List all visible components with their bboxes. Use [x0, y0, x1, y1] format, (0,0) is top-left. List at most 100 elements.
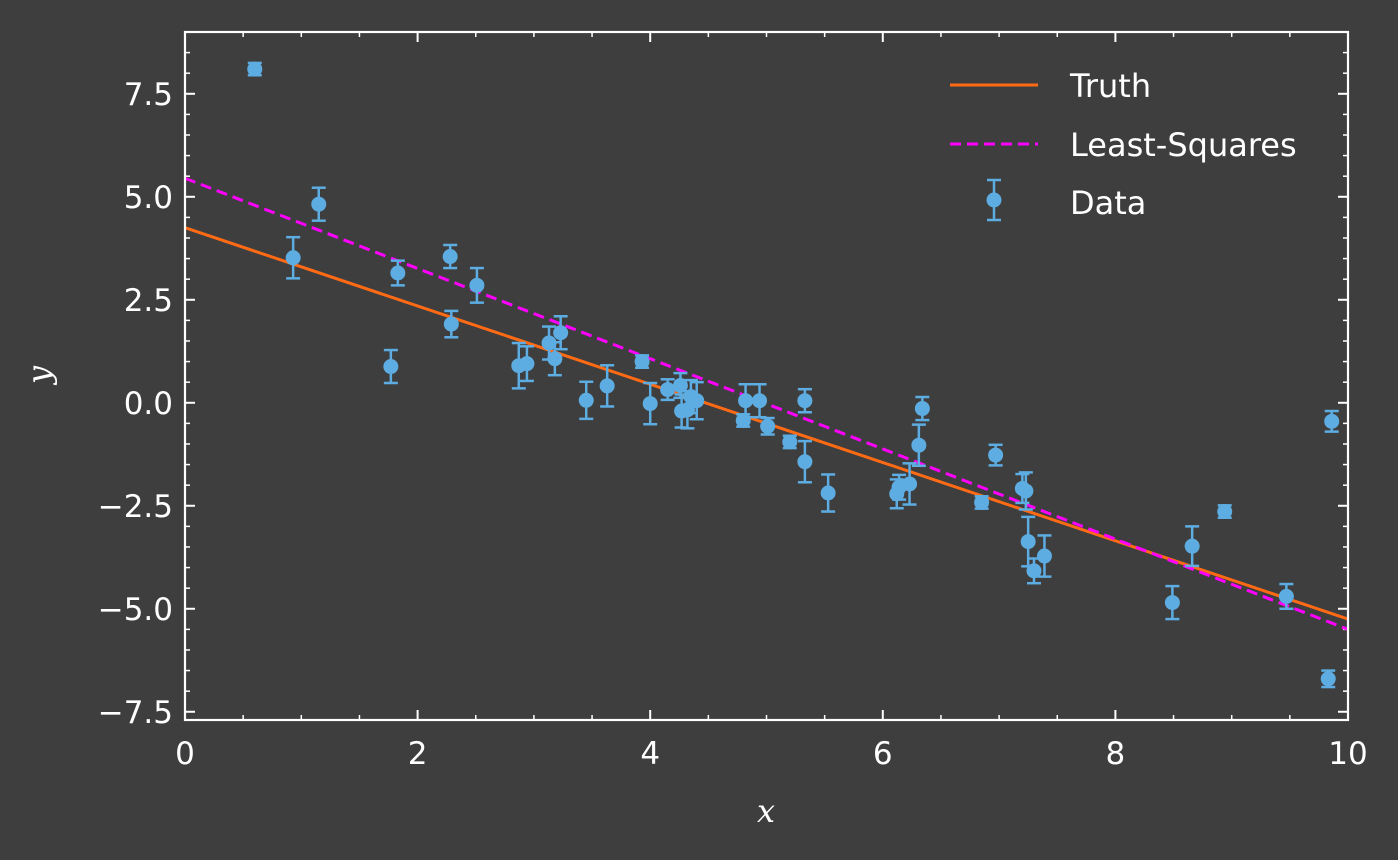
data-point: [974, 494, 990, 510]
data-point: [660, 378, 676, 402]
data-marker: [820, 485, 836, 501]
data-marker: [311, 196, 327, 212]
data-point: [1324, 409, 1340, 433]
tick-labels: 0 2 4 6 8 10 −7.5 −5.0 −2.5 0.0 2.5 5.0 7.5: [98, 77, 1368, 772]
data-marker: [1036, 548, 1052, 564]
data-point: [1036, 534, 1052, 578]
plot-area: [184, 61, 1349, 689]
legend-least-squares-label: Least-Squares: [1070, 126, 1297, 164]
data-point: [519, 345, 535, 383]
data-marker: [1217, 504, 1233, 520]
data-point: [578, 380, 594, 421]
data-marker: [1278, 588, 1294, 604]
y-tick-label: −2.5: [98, 489, 173, 525]
data-point: [553, 315, 569, 351]
data-point: [247, 61, 263, 77]
data-marker: [760, 418, 776, 434]
data-point: [311, 186, 327, 222]
data-point: [735, 412, 751, 428]
data-point: [383, 348, 399, 385]
axes-frame: [183, 30, 1350, 722]
y-tick-label: 2.5: [124, 283, 173, 319]
data-marker: [1324, 413, 1340, 429]
data-marker: [1184, 538, 1200, 554]
data-point: [782, 434, 798, 450]
data-point: [547, 340, 563, 377]
legend-data-swatch: [986, 178, 1002, 222]
data-point: [390, 259, 406, 287]
data-marker: [390, 265, 406, 281]
x-tick-label: 6: [873, 736, 893, 772]
data-marker: [443, 316, 459, 332]
data-point: [1164, 584, 1180, 621]
data-marker: [383, 359, 399, 375]
y-tick-label: −7.5: [98, 695, 173, 731]
data-point: [738, 382, 754, 419]
y-tick-label: 0.0: [124, 386, 173, 422]
data-point: [442, 243, 458, 270]
data-marker: [578, 392, 594, 408]
data-marker: [752, 393, 768, 409]
y-tick-label: −5.0: [98, 592, 173, 628]
data-marker: [689, 393, 705, 409]
data-marker: [988, 447, 1004, 463]
data-point: [642, 381, 658, 426]
data-marker: [672, 377, 688, 393]
data-point: [1217, 504, 1233, 520]
data-point: [988, 443, 1004, 467]
data-point: [760, 416, 776, 436]
data-marker: [642, 396, 658, 412]
y-tick-label: 5.0: [124, 180, 173, 216]
data-point: [902, 462, 918, 506]
data-marker: [797, 393, 813, 409]
data-marker: [911, 437, 927, 453]
data-marker: [1026, 563, 1042, 579]
x-tick-label: 4: [640, 736, 660, 772]
data-marker: [782, 434, 798, 450]
data-point: [797, 387, 813, 414]
data-point: [689, 380, 705, 421]
data-marker: [599, 378, 615, 394]
x-axis-label: x: [757, 792, 775, 830]
data-marker: [547, 351, 563, 367]
data-marker: [519, 356, 535, 372]
data-point: [1278, 582, 1294, 611]
data-marker: [247, 61, 263, 77]
data-point: [469, 266, 485, 304]
data-point: [911, 423, 927, 468]
data-point: [820, 473, 836, 513]
legend: Truth Least-Squares Data: [950, 67, 1297, 222]
least-squares-line: [184, 176, 1349, 631]
data-marker: [974, 494, 990, 510]
data-marker: [902, 476, 918, 492]
legend-data-label: Data: [1070, 184, 1146, 222]
data-marker: [553, 325, 569, 341]
data-marker: [735, 412, 751, 428]
x-tick-label: 10: [1328, 736, 1367, 772]
data-marker: [660, 382, 676, 398]
y-axis-label: y: [20, 365, 58, 386]
data-marker: [1018, 483, 1034, 499]
x-tick-label: 8: [1106, 736, 1126, 772]
data-point: [797, 439, 813, 484]
x-tick-label: 0: [175, 736, 195, 772]
data-marker: [797, 454, 813, 470]
data-marker: [1164, 595, 1180, 611]
data-point: [1184, 525, 1200, 568]
data-point: [634, 354, 650, 370]
data-marker: [1020, 534, 1036, 550]
data-point: [1018, 471, 1034, 511]
data-point: [285, 235, 301, 280]
data-marker: [285, 250, 301, 266]
data-marker: [1320, 671, 1336, 687]
data-point: [443, 309, 459, 339]
data-point: [914, 395, 930, 422]
data-marker: [914, 401, 930, 417]
y-tick-label: 7.5: [124, 77, 173, 113]
data-point: [599, 364, 615, 408]
data-marker: [634, 354, 650, 370]
data-point: [1320, 669, 1336, 689]
data-marker: [738, 393, 754, 409]
